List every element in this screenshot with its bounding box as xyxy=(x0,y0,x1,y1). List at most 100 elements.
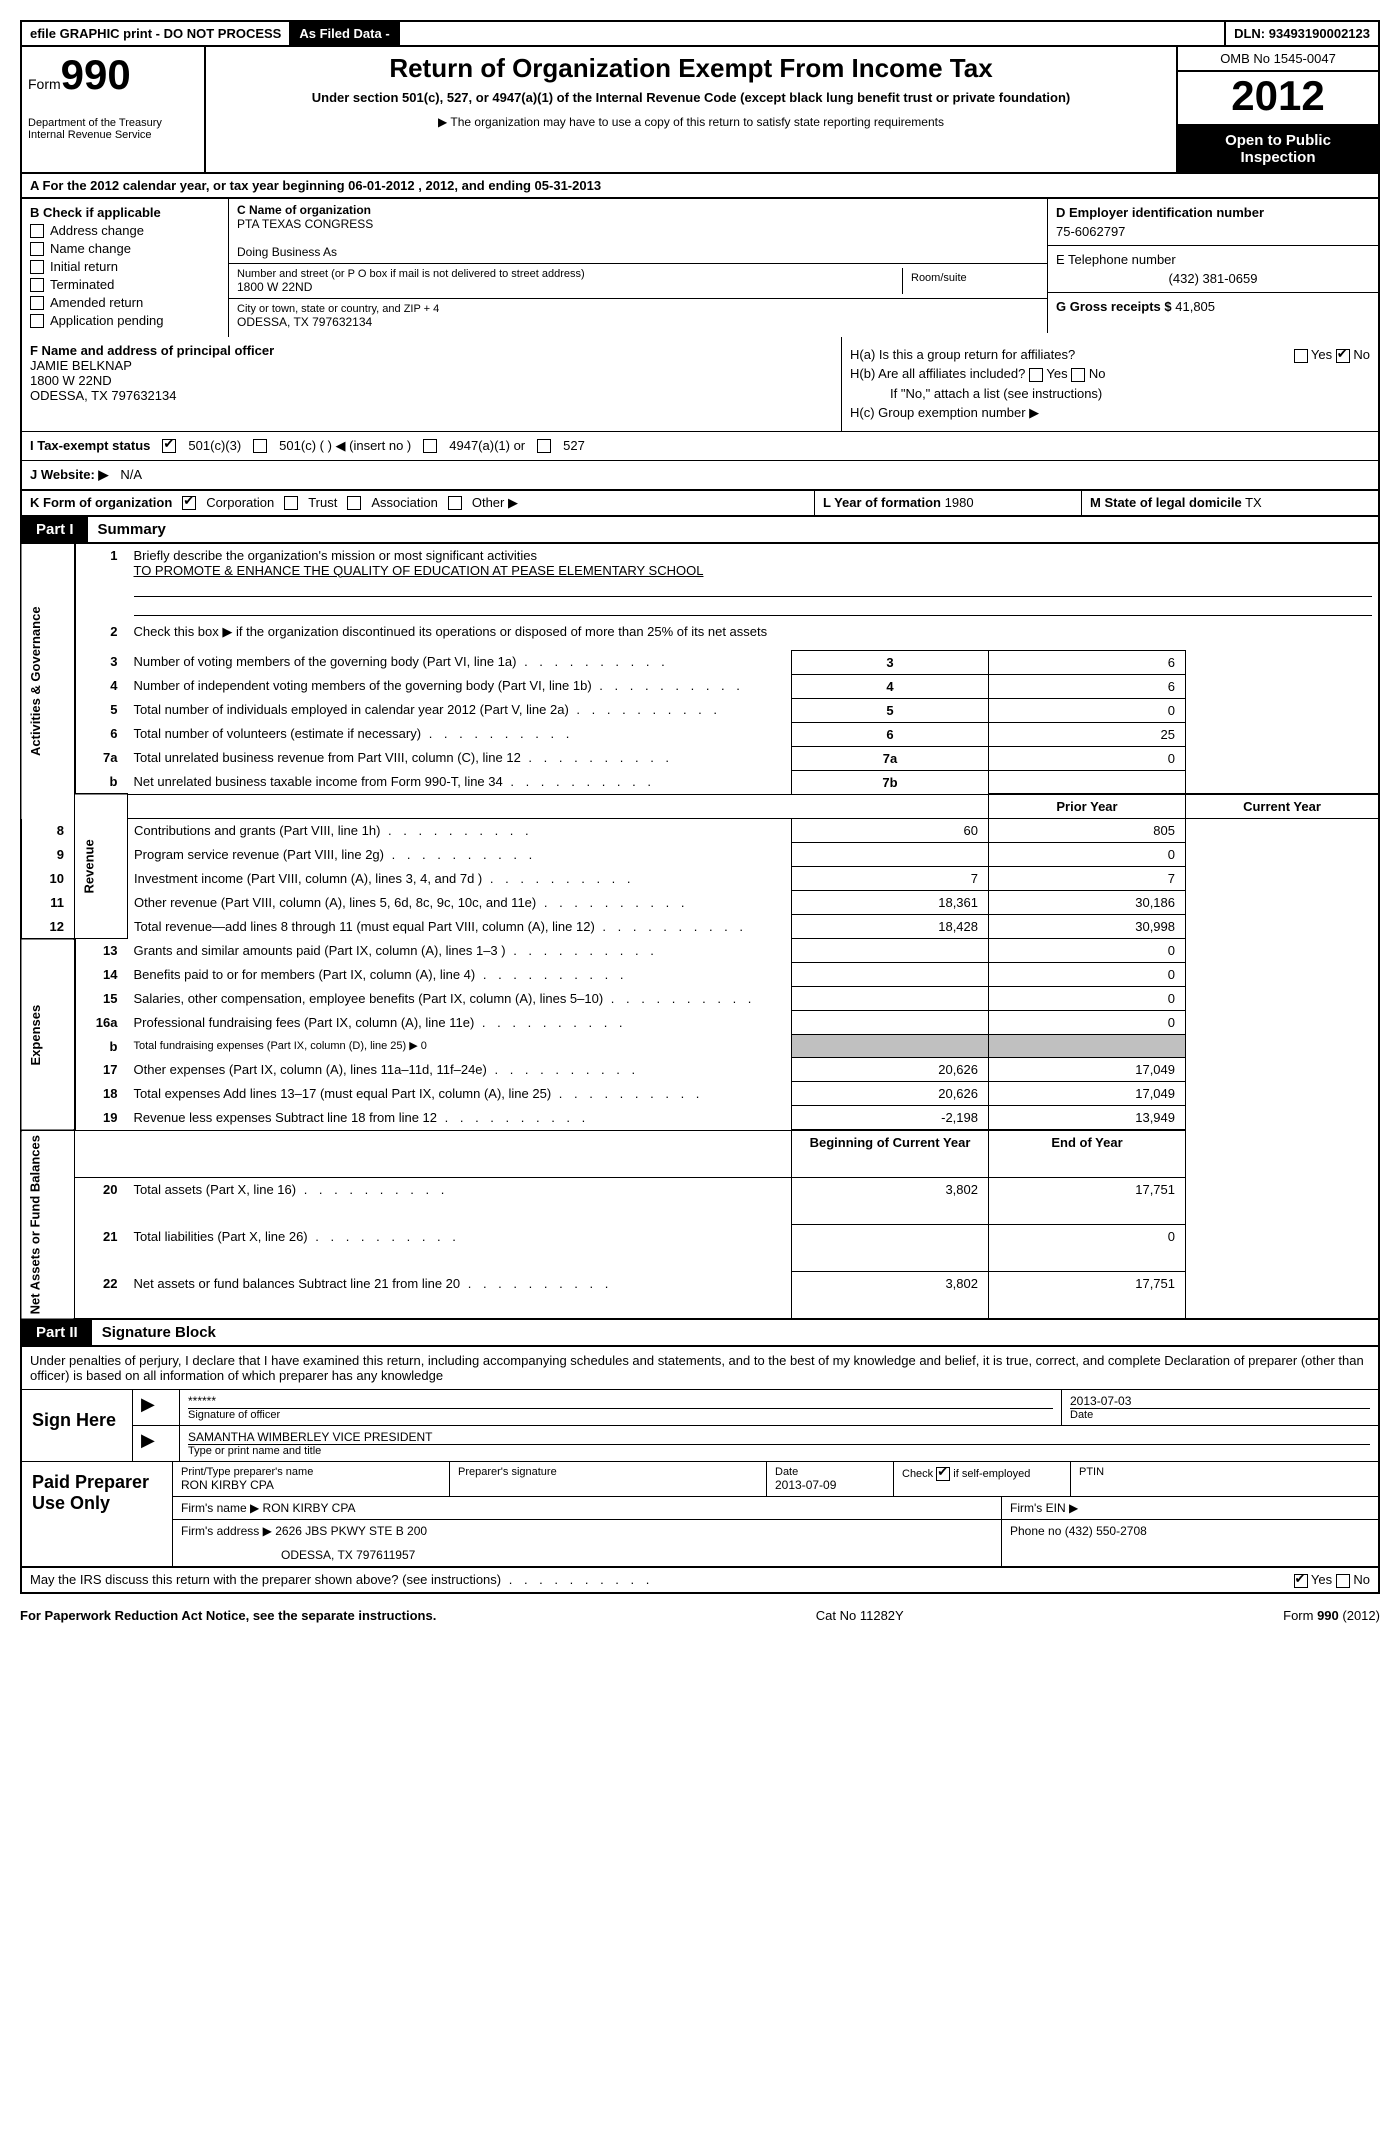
k-year: L Year of formation 1980 xyxy=(815,491,1082,515)
line-text: Revenue less expenses Subtract line 18 f… xyxy=(128,1106,792,1131)
hc-line: H(c) Group exemption number ▶ xyxy=(850,405,1370,421)
line-value xyxy=(989,770,1186,794)
current-value: 0 xyxy=(989,987,1186,1011)
prep-date-label: Date xyxy=(775,1466,885,1478)
signature-block: Under penalties of perjury, I declare th… xyxy=(20,1347,1380,1568)
checkbox-icon[interactable] xyxy=(448,496,462,510)
firm-addr1: 2626 JBS PKWY STE B 200 xyxy=(275,1524,427,1538)
chk-terminated[interactable]: Terminated xyxy=(30,277,220,292)
checkbox-icon[interactable] xyxy=(1029,368,1043,382)
checkbox-icon xyxy=(30,314,44,328)
prep-date: 2013-07-09 xyxy=(775,1478,885,1492)
column-h: H(a) Is this a group return for affiliat… xyxy=(842,337,1378,431)
street-value: 1800 W 22ND xyxy=(237,280,902,294)
checkbox-icon[interactable] xyxy=(423,439,437,453)
ein-label: D Employer identification number xyxy=(1056,205,1370,220)
discuss-text: May the IRS discuss this return with the… xyxy=(30,1572,1294,1588)
checkbox-icon[interactable] xyxy=(1294,1574,1308,1588)
prep-sig-label: Preparer's signature xyxy=(458,1466,758,1478)
yes-label: Yes xyxy=(1311,347,1332,362)
chk-amended[interactable]: Amended return xyxy=(30,295,220,310)
checkbox-icon[interactable] xyxy=(162,439,176,453)
blank-head xyxy=(75,1130,792,1178)
line-text: Total revenue—add lines 8 through 11 (mu… xyxy=(128,915,792,939)
firm-name-cell: Firm's name ▶ RON KIRBY CPA xyxy=(173,1497,1002,1519)
ein-box: D Employer identification number 75-6062… xyxy=(1048,199,1378,246)
current-value: 17,049 xyxy=(989,1058,1186,1082)
current-year-head: Current Year xyxy=(1186,794,1380,819)
checkbox-icon[interactable] xyxy=(936,1467,950,1481)
line-text: Total fundraising expenses (Part IX, col… xyxy=(128,1035,792,1058)
officer-name-cell: SAMANTHA WIMBERLEY VICE PRESIDENT Type o… xyxy=(180,1426,1378,1461)
line-key: 6 xyxy=(792,722,989,746)
yes-label: Yes xyxy=(1311,1572,1332,1587)
line-text: Total liabilities (Part X, line 26) xyxy=(128,1225,792,1272)
line-key: 7a xyxy=(792,746,989,770)
summary-table: Activities & Governance 1 Briefly descri… xyxy=(20,544,1380,1321)
line-key: 7b xyxy=(792,770,989,794)
chk-label: Application pending xyxy=(50,313,163,328)
k2-label: L Year of formation xyxy=(823,495,941,510)
opt-assoc: Association xyxy=(371,495,437,510)
line-num: 5 xyxy=(75,698,128,722)
prep-row-2: Firm's name ▶ RON KIRBY CPA Firm's EIN ▶ xyxy=(173,1497,1378,1520)
line-text: Program service revenue (Part VIII, line… xyxy=(128,843,792,867)
hb-note: If "No," attach a list (see instructions… xyxy=(850,386,1370,401)
line-value: 0 xyxy=(989,746,1186,770)
arrow-icon: ▶ xyxy=(141,1394,155,1414)
chk-address-change[interactable]: Address change xyxy=(30,223,220,238)
checkbox-icon[interactable] xyxy=(284,496,298,510)
prior-value: 20,626 xyxy=(792,1058,989,1082)
chk-pending[interactable]: Application pending xyxy=(30,313,220,328)
checkbox-icon[interactable] xyxy=(1071,368,1085,382)
line-num: 16a xyxy=(75,1011,128,1035)
line-text: Total number of individuals employed in … xyxy=(128,698,792,722)
chk-name-change[interactable]: Name change xyxy=(30,241,220,256)
org-name-label: C Name of organization xyxy=(237,203,1039,217)
line-text: Contributions and grants (Part VIII, lin… xyxy=(128,819,792,843)
officer-printed-name: SAMANTHA WIMBERLEY VICE PRESIDENT xyxy=(188,1430,1370,1444)
ha-line: H(a) Is this a group return for affiliat… xyxy=(850,347,1370,362)
ein-value: 75-6062797 xyxy=(1056,224,1370,239)
check-label: Check xyxy=(902,1468,936,1480)
current-value: 13,949 xyxy=(989,1106,1186,1131)
opt-527: 527 xyxy=(563,438,585,453)
gross-box: G Gross receipts $ 41,805 xyxy=(1048,293,1378,320)
row-k: K Form of organization Corporation Trust… xyxy=(20,490,1380,517)
current-value: 0 xyxy=(989,1011,1186,1035)
paperwork-notice: For Paperwork Reduction Act Notice, see … xyxy=(20,1608,436,1623)
form-subtitle: Under section 501(c), 527, or 4947(a)(1)… xyxy=(212,90,1170,105)
checkbox-icon[interactable] xyxy=(1336,349,1350,363)
k-form-org: K Form of organization Corporation Trust… xyxy=(22,491,815,515)
perjury-text: Under penalties of perjury, I declare th… xyxy=(22,1347,1378,1389)
checkbox-icon[interactable] xyxy=(253,439,267,453)
line-text: Benefits paid to or for members (Part IX… xyxy=(128,963,792,987)
hb-line: H(b) Are all affiliates included? Yes No xyxy=(850,366,1370,382)
line-num: 13 xyxy=(75,939,128,963)
discuss-answer: Yes No xyxy=(1294,1572,1370,1588)
chk-initial-return[interactable]: Initial return xyxy=(30,259,220,274)
col-b-header: B Check if applicable xyxy=(30,205,220,220)
officer-name: JAMIE BELKNAP xyxy=(30,358,833,373)
k3-value: TX xyxy=(1245,495,1262,510)
checkbox-icon[interactable] xyxy=(1336,1574,1350,1588)
firm-addr2: ODESSA, TX 797611957 xyxy=(181,1548,993,1562)
cat-no: Cat No 11282Y xyxy=(816,1608,904,1623)
line-num: 18 xyxy=(75,1082,128,1106)
checkbox-icon[interactable] xyxy=(347,496,361,510)
no-label: No xyxy=(1353,1572,1370,1587)
line-text: Professional fundraising fees (Part IX, … xyxy=(128,1011,792,1035)
sign-here-label: Sign Here xyxy=(22,1390,133,1461)
checkbox-icon[interactable] xyxy=(1294,349,1308,363)
type-label: Type or print name and title xyxy=(188,1444,1370,1457)
checkbox-icon[interactable] xyxy=(537,439,551,453)
checkbox-icon[interactable] xyxy=(182,496,196,510)
room-label: Room/suite xyxy=(911,272,1031,284)
firm-addr-label: Firm's address ▶ xyxy=(181,1524,272,1538)
hb-label: H(b) Are all affiliates included? xyxy=(850,366,1025,381)
prep-sig-cell: Preparer's signature xyxy=(450,1462,767,1496)
org-name: PTA TEXAS CONGRESS xyxy=(237,217,1039,231)
sig-stars: ****** xyxy=(188,1394,1053,1408)
line-text: Other expenses (Part IX, column (A), lin… xyxy=(128,1058,792,1082)
street-label: Number and street (or P O box if mail is… xyxy=(237,268,902,280)
